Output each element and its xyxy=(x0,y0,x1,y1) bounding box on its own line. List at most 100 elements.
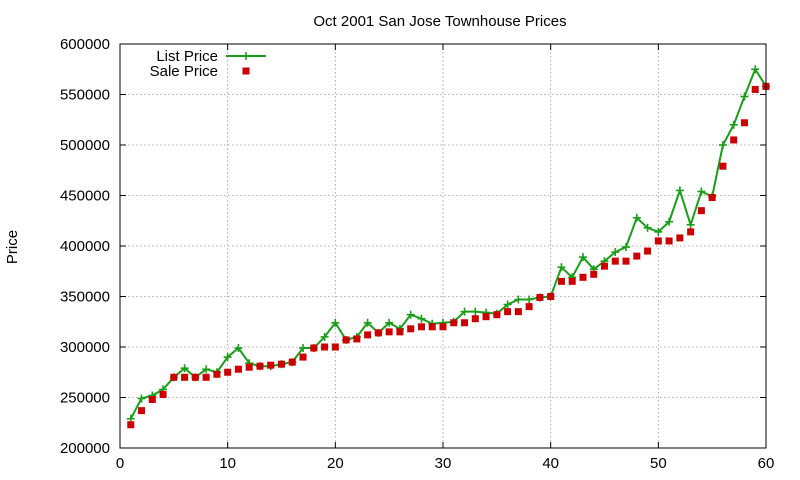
sale-price-point xyxy=(557,277,565,285)
list-price-point xyxy=(331,318,340,327)
sale-price-point xyxy=(256,362,264,370)
x-tick-label: 10 xyxy=(219,455,236,472)
sale-price-point xyxy=(525,303,533,311)
sale-price-point xyxy=(708,194,716,202)
sale-price-point xyxy=(633,252,641,260)
list-price-point xyxy=(299,344,308,353)
y-tick-label: 400000 xyxy=(60,238,110,255)
sale-price-point xyxy=(417,323,425,331)
list-price-point xyxy=(729,120,738,129)
x-tick-label: 40 xyxy=(542,455,559,472)
y-tick-label: 600000 xyxy=(60,36,110,53)
sale-price-point xyxy=(547,293,555,300)
sale-price-point xyxy=(181,373,189,381)
list-price-point xyxy=(665,217,674,226)
sale-price-point xyxy=(138,407,146,415)
y-tick-label: 350000 xyxy=(60,289,110,306)
sale-price-point xyxy=(461,319,469,327)
sale-price-point xyxy=(471,315,479,323)
sale-price-point xyxy=(482,313,490,321)
sale-price-point xyxy=(385,328,393,336)
y-tick-label: 250000 xyxy=(60,390,110,407)
y-tick-label: 550000 xyxy=(60,87,110,104)
axis-ticks: 0 10 20 30 40 50 60 200000 250000 300000 350000 400… xyxy=(60,36,774,472)
list-price-point xyxy=(417,314,426,323)
sale-price-point xyxy=(213,370,221,378)
sale-price-point xyxy=(439,323,447,331)
list-price-point xyxy=(697,187,706,196)
sale-price-point xyxy=(159,390,167,398)
list-price-point xyxy=(180,364,189,373)
sale-price-point xyxy=(611,257,619,265)
sale-price-point xyxy=(191,373,199,381)
y-tick-label: 300000 xyxy=(60,339,110,356)
sale-price-point xyxy=(331,343,339,351)
list-price-point xyxy=(578,253,587,262)
list-price-point xyxy=(718,141,727,149)
sale-price-point xyxy=(288,358,296,366)
sale-price-point xyxy=(353,335,361,343)
sale-price-point xyxy=(514,308,522,316)
list-price-point xyxy=(406,310,415,319)
series-sale-price xyxy=(127,82,770,429)
sale-price-point xyxy=(504,308,512,316)
series-layer xyxy=(126,65,770,429)
sale-price-point xyxy=(127,421,135,429)
sale-price-point xyxy=(665,237,673,245)
sale-price-point xyxy=(428,323,436,331)
sale-price-point xyxy=(234,365,242,373)
sale-price-point xyxy=(224,368,232,376)
list-price-line xyxy=(129,67,767,420)
sale-price-point xyxy=(697,207,705,215)
legend-swatch-square xyxy=(242,67,250,75)
list-price-point xyxy=(385,318,394,327)
sale-price-point xyxy=(730,136,738,144)
sale-price-point xyxy=(579,273,587,281)
sale-price-point xyxy=(622,257,630,265)
sale-price-point xyxy=(740,119,748,127)
sale-price-point xyxy=(687,228,695,236)
list-price-point xyxy=(363,318,372,327)
x-tick-label: 0 xyxy=(116,455,124,472)
grid-lines xyxy=(120,44,766,448)
x-tick-label: 30 xyxy=(435,455,452,472)
sale-price-point xyxy=(202,373,210,381)
sale-price-point xyxy=(342,336,350,344)
sale-price-point xyxy=(267,361,275,369)
list-price-point xyxy=(223,353,232,362)
list-price-point xyxy=(686,220,695,229)
list-price-point xyxy=(503,300,512,309)
sale-price-point xyxy=(278,360,285,368)
x-tick-label: 60 xyxy=(758,455,775,472)
list-price-point xyxy=(471,307,480,316)
sale-price-point xyxy=(148,396,156,404)
list-price-point xyxy=(675,186,684,195)
sale-price-point xyxy=(654,237,662,245)
list-price-point xyxy=(751,65,760,74)
list-price-point xyxy=(514,295,523,304)
list-price-point xyxy=(234,344,243,353)
sale-price-point xyxy=(396,328,404,336)
list-price-point xyxy=(525,295,534,304)
sale-price-point xyxy=(364,331,372,339)
sale-price-point xyxy=(751,85,759,93)
plot-frame xyxy=(119,43,767,449)
chart-title: Oct 2001 San Jose Townhouse Prices xyxy=(313,13,566,30)
list-price-point xyxy=(654,227,663,236)
x-tick-label: 50 xyxy=(650,455,667,472)
list-price-point xyxy=(632,213,641,222)
legend-swatch-plus xyxy=(242,52,250,60)
sale-price-point xyxy=(450,319,458,327)
sale-price-point xyxy=(719,162,727,170)
y-axis-label: Price xyxy=(4,230,21,264)
sale-price-point xyxy=(536,294,544,302)
list-price-point xyxy=(320,332,329,341)
y-tick-label: 500000 xyxy=(60,137,110,154)
sale-price-point xyxy=(299,353,307,361)
x-tick-label: 20 xyxy=(327,455,344,472)
sale-price-point xyxy=(407,325,415,333)
legend-label: Sale Price xyxy=(150,63,218,80)
list-price-point xyxy=(611,248,620,257)
